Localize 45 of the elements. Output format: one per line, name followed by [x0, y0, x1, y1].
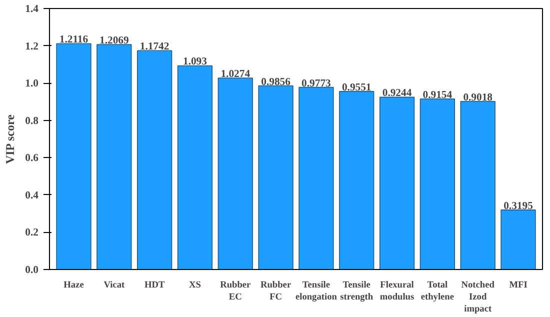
x-tick-label: MFI [509, 280, 528, 290]
bar [420, 98, 456, 270]
bar [460, 100, 496, 270]
bar [258, 85, 294, 270]
bar [218, 78, 253, 270]
bar [96, 44, 132, 270]
data-label: 0.9018 [463, 92, 493, 104]
bar [136, 50, 172, 270]
bar [298, 86, 334, 270]
data-label: 1.0274 [220, 68, 251, 80]
bar [177, 65, 213, 270]
x-tick-label: XS [189, 280, 201, 290]
x-tick-label: Total ethylene [420, 280, 454, 302]
y-tick-label: 0.6 [25, 153, 40, 164]
y-tick-label: 1.0 [25, 78, 39, 90]
data-label: 0.9154 [422, 90, 453, 101]
bar [379, 96, 415, 270]
y-tick-label: 0.4 [25, 190, 40, 202]
data-label: 0.9773 [302, 78, 331, 90]
bar [56, 43, 92, 270]
y-tick-label: 1.4 [25, 4, 40, 15]
x-tick-label: Notched Izod impact [461, 280, 496, 314]
data-label: 0.9551 [342, 82, 372, 94]
data-label: 0.9244 [382, 88, 412, 100]
x-tick-label: Tensile elongation [295, 280, 338, 302]
data-label: 0.3195 [504, 200, 533, 212]
y-axis-title: VIP score [3, 114, 18, 164]
data-label: 1.2069 [100, 36, 129, 46]
data-label: 0.9856 [261, 76, 292, 88]
data-label: 1.093 [182, 56, 207, 68]
x-tick-label: Rubber EC [220, 280, 251, 302]
y-tick-label: 0.8 [25, 116, 39, 127]
x-tick-label: Tensile strength [340, 280, 374, 302]
bar [500, 210, 536, 270]
data-label: 1.2116 [59, 34, 89, 46]
x-tick-label: Vicat [104, 280, 126, 290]
x-tick-label: Haze [64, 280, 84, 290]
x-tick-label: Flexural modulus [380, 280, 415, 302]
y-tick-label: 1.2 [25, 41, 39, 52]
y-tick-label: 0.0 [25, 265, 39, 276]
x-tick-label: Rubber FC [260, 280, 292, 302]
y-tick-label: 0.2 [25, 228, 39, 239]
data-label: 1.1742 [140, 42, 170, 53]
bar [339, 91, 374, 270]
x-tick-label: HDT [144, 280, 166, 290]
